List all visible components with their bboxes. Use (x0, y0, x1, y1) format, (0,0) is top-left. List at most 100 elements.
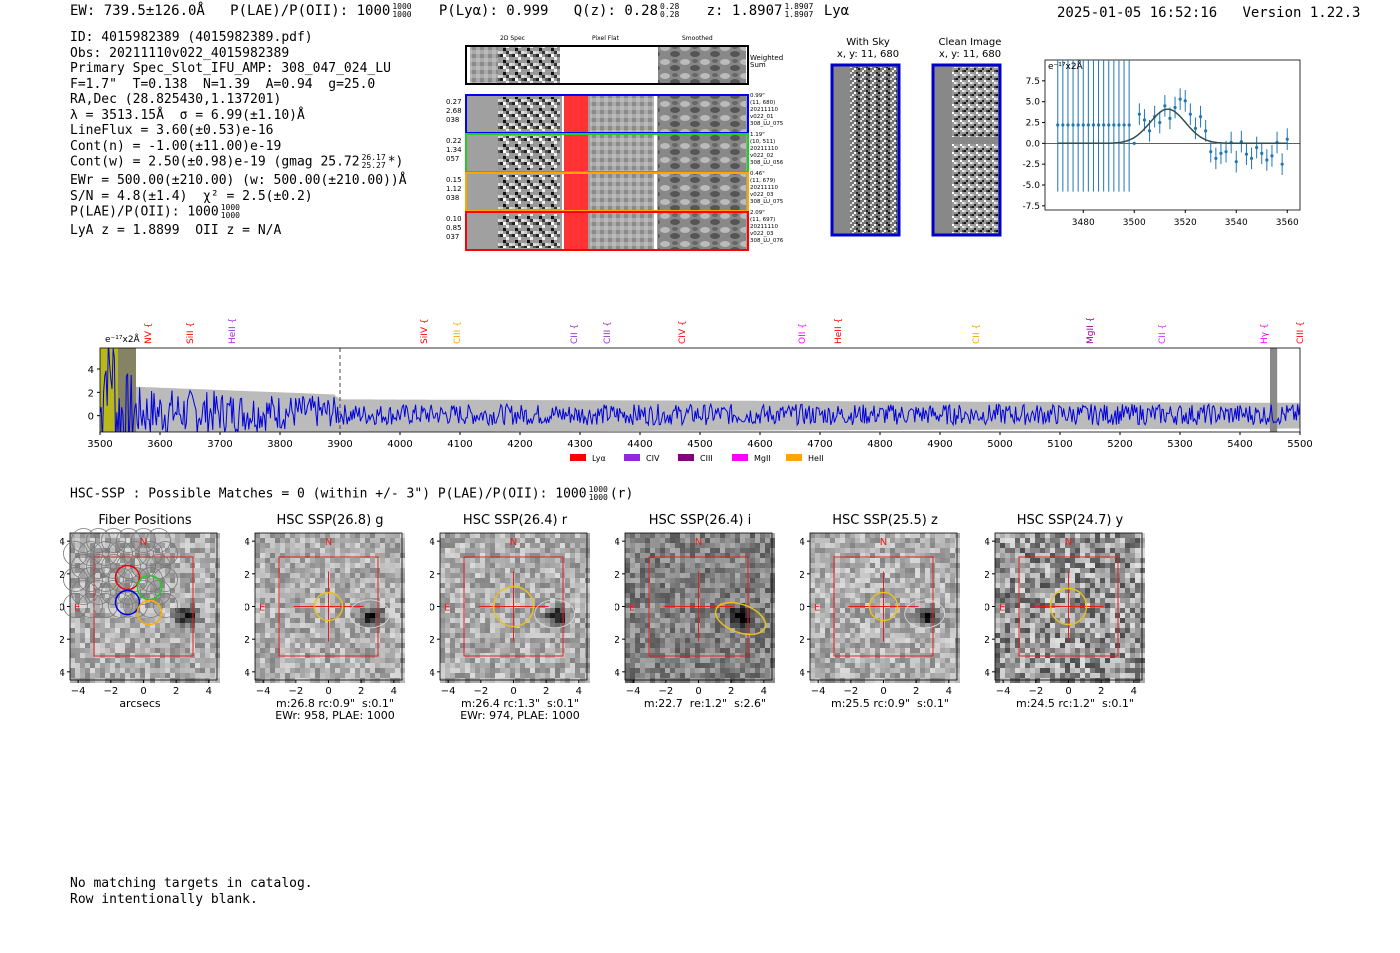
compass-n: N (1065, 537, 1072, 548)
zoom-xtick-label: 3480 (1072, 218, 1095, 228)
zoom-point (1137, 112, 1141, 116)
info-obs: Obs: 20211110v022_4015982389 (70, 45, 290, 61)
spectrum-right-grey (1270, 348, 1278, 432)
zoom-point (1091, 123, 1096, 127)
cutout-xtick-label: 4 (761, 686, 767, 697)
spectrum-flux-line (100, 348, 1300, 432)
zoom-ytick-label: -2.5 (1022, 160, 1040, 170)
spectrum-error-band (100, 385, 1300, 432)
header-right: 2025-01-05 16:52:16 Version 1.22.3 (1057, 5, 1360, 21)
zoom-point (1183, 99, 1187, 103)
zoom-point (1260, 151, 1264, 155)
footer-line2: Row intentionally blank. (70, 891, 258, 907)
zoom-xtick-label: 3500 (1123, 218, 1146, 228)
timestamp: 2025-01-05 16:52:16 (1057, 5, 1218, 21)
info-ewr: EWr = 500.00(±210.00) (w: 500.00(±210.00… (70, 173, 407, 188)
spectrum-xtick-label: 5300 (1167, 439, 1192, 450)
info-id: ID: 4015982389 (4015982389.pdf) (70, 30, 313, 45)
cutout-ytick-label: 4 (430, 537, 435, 548)
cutout-svg: N E 4 −4 2 −2 0 0 −2 2 −4 4 (430, 532, 590, 697)
fiber-row-left-1: 0.22 1.34 057 (446, 137, 462, 163)
cutout-ytick-label: −2 (800, 635, 805, 646)
info-plae-sub: 1000 (220, 211, 240, 220)
info-lambda: λ = 3513.15Å σ = 6.99(±1.10)Å (70, 107, 305, 123)
spectrum-xtick-label: 4800 (867, 439, 892, 450)
with-sky-title: With Sky (846, 37, 890, 48)
info-plae: P(LAE)/P(OII): 1000 (70, 204, 219, 220)
spectrum-xtick-label: 4200 (507, 439, 532, 450)
fiber-circle-red (114, 564, 141, 591)
info-params: F=1.7" T=0.138 N=1.39 A=0.94 g=25.0 (70, 76, 376, 92)
cutout-caption: m:26.8 rc:0.9" s:0.1" EWr: 958, PLAE: 10… (275, 697, 395, 722)
spectrum-xtick-label: 4900 (927, 439, 952, 450)
cutout-xtick-label: 0 (140, 686, 146, 697)
cutout-title: Fiber Positions (98, 513, 192, 528)
cutout-aperture-box (833, 556, 934, 657)
cutout-ytick-label: −4 (615, 668, 620, 679)
zoom-point (1249, 156, 1254, 160)
zoom-point (1270, 154, 1274, 158)
zoom-point (1066, 123, 1070, 127)
cutout-source-ellipse (1049, 587, 1088, 626)
cutout-xtick-label: 0 (510, 686, 516, 697)
cutout-source-ellipse (714, 601, 767, 636)
spectrum-xtick-label: 4500 (687, 439, 712, 450)
spectrum-legend-label: Lyα (592, 454, 606, 463)
fiber-row-right-3: 2.09" (11, 697) 20211110 v022_03 308_LU_… (750, 210, 784, 244)
compass-e: E (74, 603, 80, 614)
header-z-sup: 1.8907 (784, 2, 814, 11)
spectrum-svg: 0 2 4 3500 3600 3700 3800 3900 4000 4100 4200 4300 4… (87, 317, 1312, 463)
header-qz: Q(z): 0.28 (573, 3, 659, 19)
zoom-point (1224, 150, 1228, 154)
info-contn: Cont(n) = -1.00(±11.00)e-19 (70, 138, 282, 154)
spectrum-xtick-label: 4000 (387, 439, 412, 450)
spectrum-xtick-label: 5100 (1047, 439, 1072, 450)
cutout-xtick-label: −2 (658, 686, 673, 697)
compass-n: N (510, 537, 517, 548)
zoom-point (1127, 123, 1131, 127)
cutout-neighbor-ellipse (534, 599, 576, 629)
spectrum-line-label: CII { (1158, 324, 1168, 344)
cutout-ytick-label: −4 (430, 668, 435, 679)
spectrum-line-label: HeII { (228, 318, 238, 344)
spectrum-xtick-label: 4300 (567, 439, 592, 450)
header-z: z: 1.8907 (706, 3, 783, 19)
zoom-xtick-label: 3560 (1276, 218, 1299, 228)
cutout-xtick-label: 0 (880, 686, 886, 697)
cutout-caption: m:26.4 rc:1.3" s:0.1" EWr: 974, PLAE: 10… (460, 697, 580, 722)
zoom-point (1056, 123, 1060, 127)
zoom-point (1239, 140, 1243, 144)
zoom-point (1061, 123, 1065, 127)
spectrum-xtick-label: 3500 (87, 439, 112, 450)
cutout-svg: N E 4 −4 2 −2 0 0 −2 2 −4 4 (60, 528, 220, 697)
cutout-ytick-label: 2 (800, 570, 805, 581)
cutout-aperture-box (278, 556, 379, 657)
cutout-ytick-label: −4 (985, 668, 990, 679)
zoom-point (1107, 123, 1111, 127)
zoom-ylabel-note: e⁻¹⁷x2Å (1048, 62, 1083, 72)
cutout-ytick-label: 0 (985, 603, 990, 614)
spectrum-line-label: NV { (144, 323, 154, 344)
cutout-xtick-label: −4 (256, 686, 271, 697)
spectrum-xtick-label: 5000 (987, 439, 1012, 450)
zoom-point (1209, 150, 1213, 154)
spectrum-legend-swatch (786, 454, 802, 461)
spectrum-legend-label: CIII (700, 454, 713, 463)
zoom-point (1204, 129, 1208, 133)
cutout-0: Fiber Positions N E 4 −4 2 −2 0 0 −2 2 −4 4 arcsecs (60, 510, 250, 725)
zoom-point (1168, 116, 1172, 120)
col-header-pixelflat: Pixel Flat (592, 35, 619, 42)
spectrum-legend-label: MgII (754, 454, 771, 463)
cutout-ytick-label: 4 (60, 537, 65, 548)
header-qz-sup: 0.28 (660, 2, 680, 11)
cutout-ytick-label: 0 (800, 603, 805, 614)
info-sn: S/N = 4.8(±1.4) χ² = 2.5(±0.2) (70, 188, 313, 204)
spectrum-xtick-label: 3700 (207, 439, 232, 450)
zoom-point (1122, 123, 1126, 127)
zoom-point (1076, 123, 1080, 127)
spectrum-legend-label: HeII (808, 454, 824, 463)
spectrum-legend-swatch (570, 454, 586, 461)
info-primary: Primary Spec_Slot_IFU_AMP: 308_047_024_L… (70, 61, 391, 76)
